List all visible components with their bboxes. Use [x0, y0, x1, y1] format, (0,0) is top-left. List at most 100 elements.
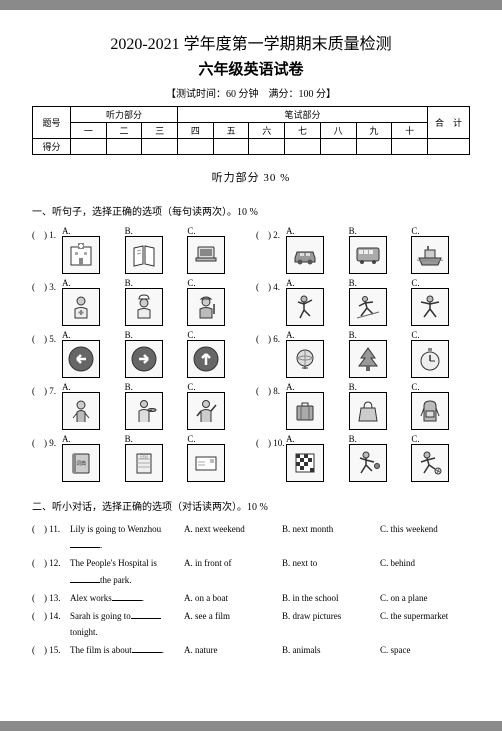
q2-num: ( ) 12.	[32, 555, 62, 587]
q2-stem: Sarah is going totonight.	[70, 608, 176, 640]
option: A.	[62, 434, 121, 482]
option-label: B.	[349, 434, 357, 444]
option-label: C.	[187, 434, 195, 444]
q2-num: ( ) 14.	[32, 608, 62, 640]
option-label: A.	[62, 434, 71, 444]
q2-choice-a: A. next weekend	[184, 521, 274, 553]
score-row-label-1: 题号	[33, 107, 71, 139]
chef-icon	[125, 288, 163, 326]
listening-hdr: 听力部分 30 %	[32, 169, 470, 185]
soccer-icon	[411, 444, 449, 482]
item-number: ( ) 2.	[256, 226, 286, 241]
bag-icon	[349, 392, 387, 430]
item-options: A.B.C.	[62, 330, 246, 378]
right-icon	[125, 340, 163, 378]
puzzle-icon	[286, 444, 324, 482]
q2-stem: The People's Hospital isthe park.	[70, 555, 176, 587]
part1-item: ( ) 6.A.B.C.	[256, 330, 470, 378]
part1-item: ( ) 7.A.B.C.	[32, 382, 246, 430]
option-label: B.	[349, 226, 357, 236]
notebook-icon	[125, 444, 163, 482]
option-label: B.	[125, 330, 133, 340]
score-col: 一	[71, 123, 107, 139]
option: A.	[286, 226, 345, 274]
score-col: 七	[285, 123, 321, 139]
score-blank	[428, 139, 470, 155]
option: A.	[286, 434, 345, 482]
q2-line: ( ) 14. Sarah is going totonight. A. see…	[32, 608, 470, 640]
q2-line: ( ) 15. The film is about. A. nature B. …	[32, 642, 470, 658]
option-label: A.	[286, 330, 295, 340]
option-label: A.	[62, 226, 71, 236]
score-blank	[392, 139, 428, 155]
part1-item: ( ) 2.A. B. C.	[256, 226, 470, 274]
score-col-row: 一 二 三 四 五 六 七 八 九 十	[33, 123, 470, 139]
score-blank	[106, 139, 142, 155]
hospital-icon	[62, 236, 100, 274]
part1-instr: 一、听句子，选择正确的选项（每句读两次）。10 %	[32, 203, 470, 218]
option: C.	[411, 434, 470, 482]
option: B.	[125, 278, 184, 326]
option: A.	[62, 382, 121, 430]
up-icon	[187, 340, 225, 378]
option: B.	[349, 330, 408, 378]
q2-choice-b: B. draw pictures	[282, 608, 372, 640]
car-icon	[286, 236, 324, 274]
waiter-icon	[125, 392, 163, 430]
score-col: 六	[249, 123, 285, 139]
option: B.	[349, 278, 408, 326]
option: B.	[125, 226, 184, 274]
score-blank	[142, 139, 178, 155]
part1-grid: ( ) 1.A.B.C.( ) 2.A.B.C.( ) 3.A.B.C.( ) …	[32, 226, 470, 482]
meta-line: 【测试时间：60 分钟 满分：100 分】	[32, 85, 470, 100]
book-icon	[125, 236, 163, 274]
kungfu-icon	[411, 288, 449, 326]
part1-row: ( ) 7.A.B.C.( ) 8.A.B.C.	[32, 382, 470, 430]
greet-icon	[187, 392, 225, 430]
score-col: 四	[178, 123, 214, 139]
option-label: C.	[411, 434, 419, 444]
option-label: C.	[411, 226, 419, 236]
item-number: ( ) 4.	[256, 278, 286, 293]
option: C.	[411, 226, 470, 274]
option-label: C.	[187, 330, 195, 340]
item-options: A.B.C.	[286, 278, 470, 326]
score-blank	[71, 139, 107, 155]
part1-item: ( ) 1.A.B.C.	[32, 226, 246, 274]
globe-icon	[286, 340, 324, 378]
option-label: A.	[62, 382, 71, 392]
score-listening-hdr: 听力部分	[71, 107, 178, 123]
item-number: ( ) 1.	[32, 226, 62, 241]
option: B.	[125, 330, 184, 378]
item-options: A. B.C.	[62, 278, 246, 326]
q2-choice-a: A. in front of	[184, 555, 274, 587]
option-label: B.	[349, 278, 357, 288]
option: B.	[349, 226, 408, 274]
option: C.	[187, 382, 246, 430]
score-col: 三	[142, 123, 178, 139]
score-written-hdr: 笔试部分	[178, 107, 428, 123]
option-label: C.	[411, 330, 419, 340]
option-label: A.	[62, 278, 71, 288]
score-total-hdr: 合 计	[428, 107, 470, 139]
laptop-icon	[187, 236, 225, 274]
part1-item: ( ) 8.A.B.C.	[256, 382, 470, 430]
q2-num: ( ) 15.	[32, 642, 62, 658]
postcard-icon	[187, 444, 225, 482]
option: C.	[411, 382, 470, 430]
part1-row: ( ) 5.A.B.C.( ) 6.A.B.C.	[32, 330, 470, 378]
item-number: ( ) 7.	[32, 382, 62, 397]
item-options: A. B. C.	[286, 434, 470, 482]
option: C.	[187, 434, 246, 482]
item-options: A.B.C.	[286, 382, 470, 430]
option-label: C.	[187, 278, 195, 288]
option-label: C.	[187, 382, 195, 392]
q2-choice-c: C. space	[380, 642, 470, 658]
option: B.	[125, 434, 184, 482]
kid-icon	[62, 392, 100, 430]
option: C.	[411, 278, 470, 326]
item-number: ( ) 3.	[32, 278, 62, 293]
option-label: A.	[286, 434, 295, 444]
q2-line: ( ) 11. Lily is going to Wenzhou. A. nex…	[32, 521, 470, 553]
part1-item: ( ) 5.A.B.C.	[32, 330, 246, 378]
